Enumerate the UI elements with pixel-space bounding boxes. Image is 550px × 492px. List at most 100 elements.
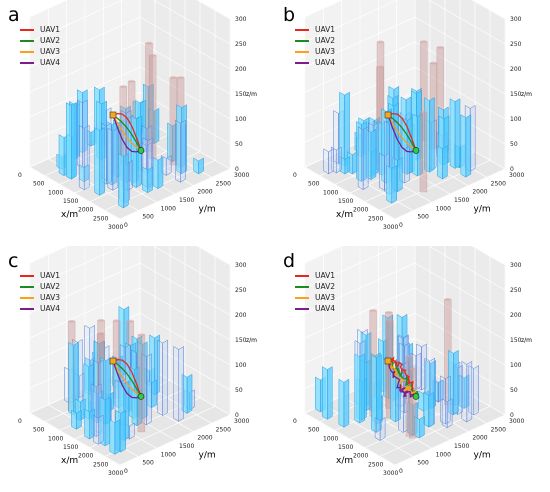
obstacle-cylinder-top <box>97 318 105 322</box>
obstacle-cylinder-top <box>376 65 384 69</box>
x-tick-label: 2500 <box>368 215 383 222</box>
obstacle-box <box>112 127 119 191</box>
obstacle-cylinder-top <box>149 53 157 57</box>
legend-entry: UAV2 <box>295 281 335 292</box>
legend-swatch <box>20 285 34 288</box>
trajectory-uav1 <box>112 112 142 151</box>
obstacle-box <box>429 97 435 173</box>
panel-label: d <box>283 250 296 272</box>
obstacle-box <box>76 409 82 430</box>
obstacle-box-side <box>357 126 364 191</box>
obstacle-box <box>162 339 168 416</box>
start-marker <box>109 357 117 365</box>
obstacle-box <box>83 124 90 191</box>
obstacles <box>323 40 476 204</box>
obstacle-cylinder-top <box>420 40 428 44</box>
panel-b: 0 500 1000 1500 2000 2500 3000 0 500 1000 1500 2000… <box>275 0 550 246</box>
z-axis-label: z/m <box>246 91 257 98</box>
trajectories <box>387 112 417 153</box>
y-tick-label: 2000 <box>197 189 212 196</box>
obstacle-box <box>454 98 461 169</box>
trajectories <box>385 356 419 399</box>
x-tick-label: 2500 <box>93 461 108 468</box>
obstacle-box-side <box>371 354 377 433</box>
x-tick-label: 1500 <box>338 444 353 451</box>
legend-label: UAV4 <box>40 304 61 313</box>
panel-label: b <box>283 4 296 26</box>
y-axis-label: y/m <box>474 451 491 461</box>
panel-c: 0 500 1000 1500 2000 2500 3000 0 500 1000 1500 2000… <box>0 246 275 492</box>
z-tick-label: 50 <box>235 141 243 148</box>
y-axis-label: y/m <box>474 205 491 215</box>
obstacle-box-side <box>58 134 65 177</box>
trajectory-uav1 <box>112 358 142 397</box>
obstacle-box-side <box>386 165 392 204</box>
obstacle-box-side <box>142 166 148 194</box>
obstacle-box <box>442 145 448 180</box>
y-tick-label: 2000 <box>472 435 487 442</box>
legend-entry: UAV4 <box>295 57 335 68</box>
obstacle-cylinder-top <box>169 76 177 79</box>
obstacle-box <box>370 128 377 181</box>
obstacle-box <box>186 373 193 414</box>
obstacle-box-side <box>461 360 468 423</box>
obstacle-box <box>180 119 186 183</box>
x-tick-label: 1000 <box>323 189 338 196</box>
z-tick-label: 200 <box>510 312 522 319</box>
obstacle-box <box>123 153 129 209</box>
obstacle-cylinder <box>408 368 417 439</box>
x-tick-label: 3000 <box>383 224 398 231</box>
obstacle-cylinder-top <box>113 319 121 323</box>
y-tick-label: 3000 <box>509 172 524 179</box>
panel-label: c <box>8 250 19 272</box>
obstacle-box-side <box>92 414 99 445</box>
y-tick-label: 2000 <box>197 435 212 442</box>
z-tick-label: 300 <box>235 16 247 23</box>
x-tick-label: 0 <box>18 172 22 179</box>
z-tick-label: 200 <box>510 66 522 73</box>
trajectory-uav3 <box>112 360 142 397</box>
y-tick-label: 3000 <box>509 418 524 425</box>
obstacle-box <box>165 155 172 176</box>
y-tick-label: 500 <box>142 460 154 467</box>
legend-swatch <box>295 28 309 31</box>
x-tick-label: 1500 <box>63 198 78 205</box>
z-tick-label: 150 <box>510 337 522 344</box>
obstacle-box-side <box>416 343 422 391</box>
trajectory-uav3 <box>112 114 142 151</box>
legend-label: UAV1 <box>40 25 61 34</box>
x-tick-label: 2000 <box>353 207 368 214</box>
y-tick-label: 2500 <box>216 180 231 187</box>
x-tick-label: 2500 <box>93 215 108 222</box>
z-tick-label: 100 <box>235 362 247 369</box>
obstacle-box <box>327 366 333 420</box>
obstacle-box-side <box>423 392 429 428</box>
obstacle-box <box>446 398 453 429</box>
y-tick-label: 1000 <box>436 451 451 458</box>
obstacle-box-side <box>390 371 396 423</box>
legend-entry: UAV3 <box>295 46 335 57</box>
legend-entry: UAV2 <box>20 281 60 292</box>
legend-entry: UAV2 <box>20 35 60 46</box>
x-tick-label: 500 <box>33 181 45 188</box>
obstacle-box-side <box>152 156 159 190</box>
obstacle-cylinder-top <box>436 45 444 49</box>
legend-swatch <box>295 39 309 42</box>
obstacle-box <box>379 417 386 442</box>
legend: UAV1 UAV2 UAV3 UAV4 <box>20 270 60 314</box>
legend-label: UAV2 <box>315 36 336 45</box>
obstacle-box-side <box>413 415 420 439</box>
legend-entry: UAV1 <box>20 24 60 35</box>
obstacle-box-side <box>374 417 381 442</box>
obstacle-box <box>344 156 351 175</box>
obstacle-box-side <box>118 153 124 209</box>
z-tick-label: 150 <box>235 337 247 344</box>
legend: UAV1 UAV2 UAV3 UAV4 <box>20 24 60 68</box>
obstacle-box-side <box>410 352 417 391</box>
trajectory-uav4 <box>112 114 142 153</box>
obstacle-cylinder-top <box>177 76 185 80</box>
z-tick-label: 50 <box>235 387 243 394</box>
obstacle-box-side <box>356 121 362 182</box>
